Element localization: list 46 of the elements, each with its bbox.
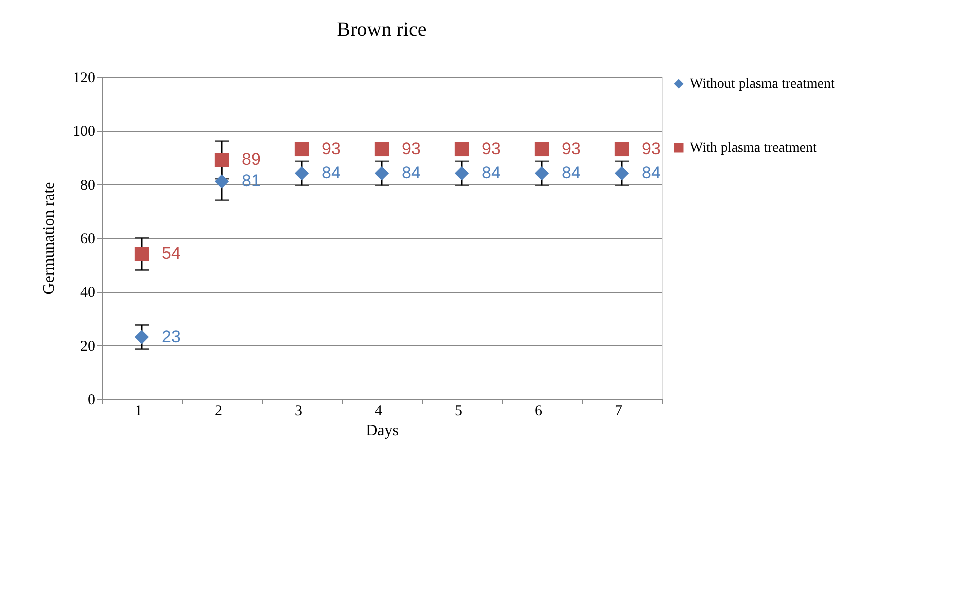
y-tick-label: 60 [80,232,96,248]
point [534,166,550,181]
data-label: 93 [322,139,341,158]
y-tick-label: 0 [88,392,96,408]
y-axis-title: Germunation rate [41,182,58,295]
point [214,153,230,168]
data-label: 84 [562,164,581,183]
chart-title: Brown rice [337,19,427,41]
data-label: 54 [162,244,181,264]
point [454,142,470,157]
data-label: 93 [402,139,421,158]
x-tick-label: 5 [455,404,462,420]
x-axis-title: Days [366,422,399,440]
point [294,142,310,157]
point [534,142,550,157]
x-tick-label: 1 [135,404,142,420]
x-tick-label: 4 [375,404,383,420]
data-label: 23 [162,327,181,346]
data-label: 93 [562,139,581,158]
x-tick-label: 6 [535,404,543,420]
data-label: 93 [642,139,661,158]
point [134,330,150,344]
y-tick-label: 80 [80,178,96,194]
point [454,166,470,181]
data-label: 93 [482,139,501,158]
point [374,166,390,181]
data-label: 84 [402,164,421,183]
data-label: 89 [242,150,261,170]
x-tick-label: 7 [615,404,623,420]
data-label: 84 [642,164,661,183]
point [214,174,230,189]
point [614,142,630,157]
data-label: 84 [482,164,501,183]
y-tick-label: 100 [73,124,96,140]
y-tick-label: 20 [80,338,96,355]
x-tick-label: 2 [215,404,222,420]
legend-label: Without plasma treatment [690,77,835,92]
point [294,166,310,181]
y-tick-label: 120 [73,70,96,86]
point [134,247,150,262]
point [374,142,390,157]
data-label: 84 [322,164,341,183]
legend-label: With plasma treatment [690,141,818,156]
y-tick-label: 40 [80,285,96,302]
point [614,166,630,181]
x-tick-label: 3 [295,404,302,420]
